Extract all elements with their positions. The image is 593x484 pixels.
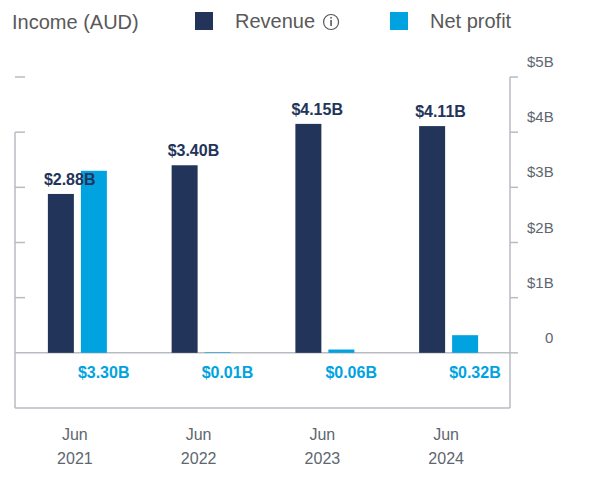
legend-swatch [195,12,213,30]
x-tick-label: 2023 [305,450,341,467]
tick-mark [15,297,25,299]
legend-label: Net profit [430,10,512,32]
data-label: $0.06B [325,364,377,381]
legend-swatch [390,12,408,30]
info-icon [330,20,332,26]
bar [48,194,74,353]
y-tick-label: 0 [545,329,553,346]
data-label: $4.11B [415,103,466,120]
labels: $2.88B $3.30B $3.40B $0.01B $4.15B $0.06B $4.1… [44,101,501,381]
x-tick-label: 2024 [428,450,464,467]
x-tick-label: 2022 [181,450,217,467]
y-tick-label: $4B [527,108,554,125]
left-frame-line [14,132,16,408]
data-label: $0.32B [449,364,501,381]
tick-mark [15,187,25,189]
bars [48,124,478,353]
x-tick-label: Jun [62,426,88,443]
bar [205,352,231,354]
y-tick-label: $5B [527,53,554,70]
bar [295,124,321,353]
tick-mark [510,352,518,354]
tick-mark [510,76,518,78]
legend-label: Revenue [235,10,315,32]
tick-mark [15,76,25,78]
title: Income (AUD) [12,11,139,33]
data-label: $3.40B [168,142,220,159]
tick-mark [510,131,518,133]
x-tick-label: Jun [433,426,459,443]
bar [328,350,354,353]
bar [81,171,107,353]
tick-mark [510,242,518,244]
x-axis-line [15,407,510,409]
y-tick-label: $2B [527,219,554,236]
chart: Income (AUD) Revenue Net profit 0 $1B $2B $3B $… [0,0,593,484]
tick-mark [15,242,25,244]
x-tick-label: 2021 [57,450,93,467]
data-label: $0.01B [202,364,254,381]
bar [172,165,198,353]
tick-mark [510,297,518,299]
y-tick-label: $1B [527,274,554,291]
bar [452,335,478,353]
y-tick-label: $3B [527,163,554,180]
tick-mark [510,187,518,189]
data-label: $4.15B [291,101,343,118]
tick-mark [15,131,25,133]
info-icon [330,17,332,19]
info-icon [324,15,339,30]
data-label: $3.30B [78,364,130,381]
data-label: $2.88B [44,171,96,188]
bar [419,126,445,353]
x-tick-label: Jun [309,426,335,443]
x-tick-label: Jun [186,426,212,443]
